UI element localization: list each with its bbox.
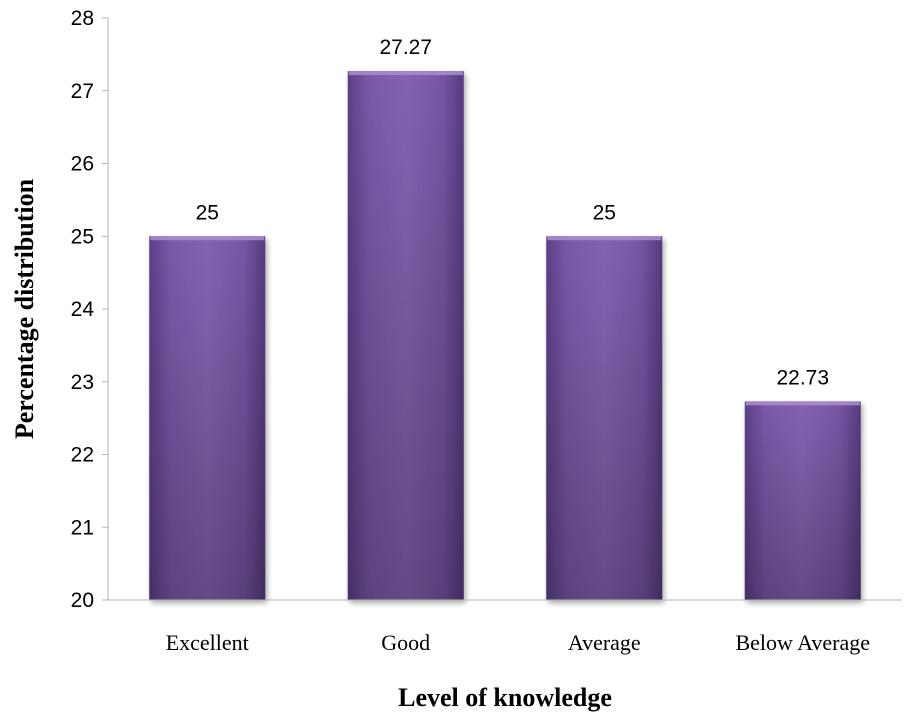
y-tick-label: 25 (71, 225, 94, 248)
bar-shade (348, 71, 464, 600)
x-tick-label: Good (381, 630, 430, 655)
bar-top-bevel (547, 236, 661, 240)
bar-shade (745, 401, 861, 600)
data-label: 27.27 (379, 36, 432, 59)
data-label: 25 (593, 201, 616, 224)
y-tick-label: 28 (71, 7, 94, 30)
bars (149, 71, 861, 600)
bar-below-average (745, 401, 861, 600)
x-axis-title: Level of knowledge (398, 683, 612, 712)
y-tick-label: 24 (71, 298, 95, 321)
x-tick-label: Below Average (735, 630, 870, 655)
data-label: 22.73 (776, 366, 829, 389)
data-labels: 25 27.27 25 22.73 (196, 36, 829, 389)
y-tick-label: 22 (71, 444, 94, 467)
bar-shade (149, 236, 265, 600)
bar-average (546, 236, 662, 600)
bar-top-bevel (746, 401, 860, 405)
y-tick-label: 26 (71, 153, 94, 176)
bar-good (348, 71, 464, 600)
data-label: 25 (196, 201, 219, 224)
y-tick-label: 20 (71, 589, 94, 612)
x-axis-tick-labels: Excellent Good Average Below Average (166, 630, 870, 655)
y-tick-label: 23 (71, 371, 94, 394)
bar-top-bevel (150, 236, 264, 240)
x-tick-label: Excellent (166, 630, 249, 655)
y-tick-label: 27 (71, 80, 94, 103)
y-tick-label: 21 (71, 516, 94, 539)
bar-excellent (149, 236, 265, 600)
x-tick-label: Average (568, 630, 641, 655)
bar-top-bevel (349, 71, 463, 75)
y-axis-ticks: 20 21 22 23 24 25 26 27 28 (71, 7, 108, 612)
y-axis-title: Percentage distribution (10, 178, 39, 439)
bar-shade (546, 236, 662, 600)
